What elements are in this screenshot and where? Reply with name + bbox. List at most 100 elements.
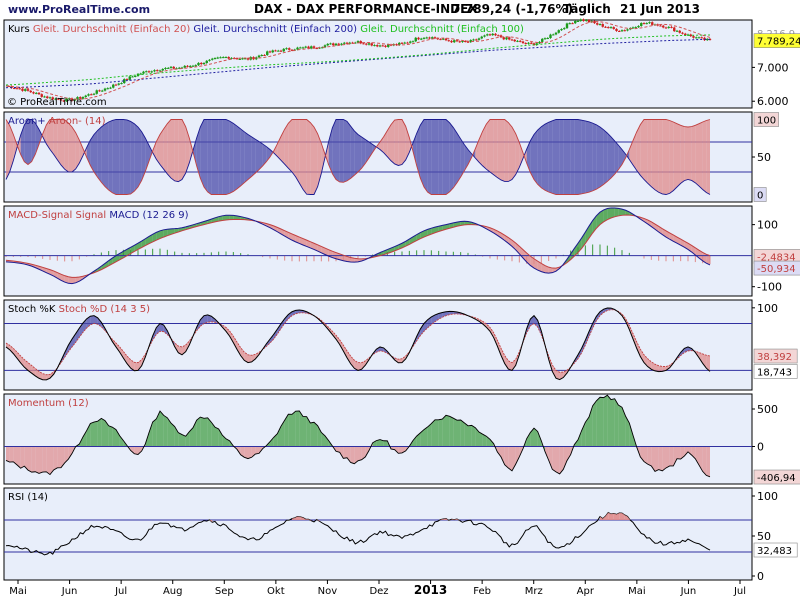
momentum-fill [9, 446, 14, 463]
aroon-fill [387, 124, 391, 161]
rsi-overbought-fill [619, 512, 622, 520]
price-candle [337, 43, 340, 45]
macd-fill [420, 230, 424, 239]
price-candle [310, 46, 313, 49]
aroon-fill [17, 135, 21, 155]
aroon-fill [684, 126, 688, 181]
price-candle [604, 26, 607, 28]
momentum-fill [420, 429, 424, 447]
price-candle [21, 88, 24, 91]
aroon-fill [618, 145, 622, 170]
momentum-fill [427, 423, 432, 447]
macd-fill [314, 243, 318, 252]
momentum-fill [149, 422, 153, 447]
stoch-fill [655, 364, 659, 372]
aroon-fill [655, 119, 659, 193]
price-candle [673, 27, 676, 32]
aroon-fill [174, 119, 179, 182]
stoch-fill [75, 328, 80, 343]
aroon-fill [442, 119, 446, 195]
rsi-overbought-fill [605, 512, 609, 520]
stoch-fill [281, 318, 285, 329]
price-candle [208, 59, 211, 61]
price-candle [76, 97, 79, 100]
stoch-fill [358, 362, 362, 371]
price-candle [345, 42, 349, 44]
stoch-fill [501, 348, 505, 364]
momentum-fill [706, 446, 710, 477]
aroon-fill [310, 122, 314, 195]
price-candle [365, 43, 368, 45]
momentum-fill [398, 446, 402, 454]
aroon-fill [438, 119, 443, 195]
price-candle [359, 41, 362, 44]
momentum-fill [189, 427, 193, 447]
stoch-fill [706, 355, 710, 372]
momentum-fill [376, 439, 380, 447]
chart-title: DAX - DAX PERFORMANCE-INDEX [254, 2, 478, 16]
price-candle [406, 42, 409, 44]
price-candle [623, 30, 626, 32]
price-candle [277, 50, 280, 52]
momentum-fill [534, 428, 538, 447]
rsi-tick-label: 50 [757, 530, 771, 543]
stoch-fill [72, 333, 76, 347]
aroon-fill [416, 125, 421, 179]
momentum-last-value: -406,94 [757, 473, 796, 484]
price-candle [642, 23, 646, 25]
price-candle [106, 88, 109, 90]
macd-fill [332, 251, 336, 259]
aroon-fill [332, 119, 336, 180]
momentum-fill [90, 422, 94, 447]
momentum-fill [295, 410, 300, 447]
price-panel-frame [3, 19, 753, 109]
stoch-fill [644, 354, 648, 367]
momentum-fill [204, 417, 208, 447]
price-candle [444, 38, 448, 41]
price-candle [574, 21, 577, 24]
price-candle [579, 19, 582, 21]
price-candle [274, 50, 277, 52]
momentum-fill [372, 440, 377, 447]
price-candle [26, 89, 30, 91]
price-candle [222, 57, 225, 59]
x-tick-label: Mai [9, 586, 27, 597]
momentum-fill [101, 418, 105, 447]
price-candle [411, 41, 415, 43]
aroon-fill [651, 119, 655, 190]
aroon-fill [138, 127, 142, 187]
macd-fill [611, 207, 615, 219]
momentum-fill [156, 411, 160, 447]
price-candle [656, 24, 659, 26]
price-candle [95, 90, 98, 94]
price-candle [483, 35, 486, 37]
price-candle [549, 34, 552, 39]
aroon-fill [248, 134, 252, 180]
aroon-fill [548, 120, 553, 194]
site-url[interactable]: www.ProRealTime.com [8, 3, 150, 16]
macd-fill [163, 229, 168, 238]
macd-fill [435, 226, 439, 233]
rsi-overbought-fill [613, 513, 617, 520]
aroon-fill [688, 126, 692, 181]
momentum-fill [94, 421, 98, 447]
aroon-fill [486, 119, 490, 172]
panel-rsi: 100 50 0 RSI (14) 32,483 [3, 487, 798, 583]
momentum-fill [116, 429, 120, 447]
aroon-fill [105, 122, 109, 191]
price-candle [453, 40, 456, 43]
momentum-fill [112, 427, 116, 447]
price-candle [469, 40, 472, 43]
price-candle [376, 45, 379, 47]
price-candle [296, 47, 299, 50]
stoch-fill [6, 343, 10, 350]
legend-sma200: Gleit. Durchschnitt (Einfach 200) [193, 24, 360, 35]
momentum-legend: Momentum (12) [8, 398, 89, 409]
stoch-fill [552, 365, 556, 379]
price-candle [607, 27, 610, 29]
aroon-fill [343, 119, 347, 183]
stoch-fill [658, 365, 663, 372]
macd-fill [457, 221, 461, 227]
macd-fill [350, 257, 355, 263]
price-candle [431, 37, 434, 39]
